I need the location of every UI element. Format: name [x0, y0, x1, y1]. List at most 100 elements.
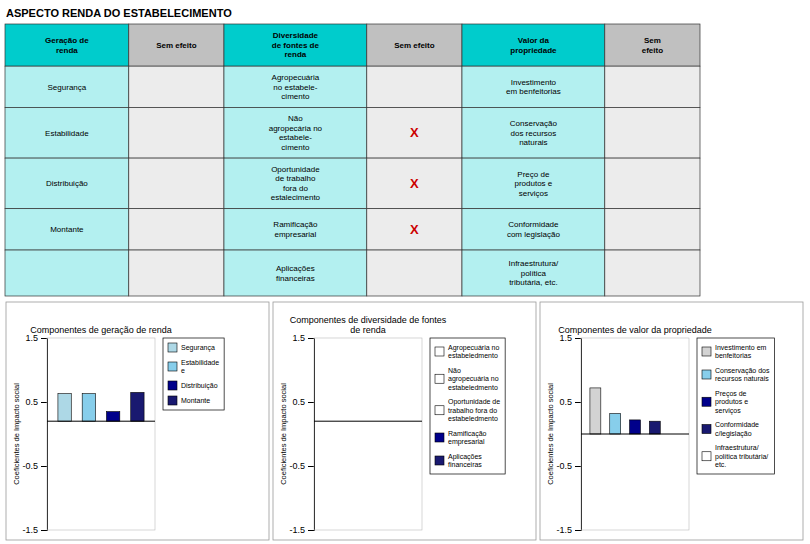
table-cell-text: Conservaçãodos recursosnaturais [510, 119, 558, 147]
table-cell [605, 108, 700, 159]
table-cell [129, 108, 224, 159]
legend-label: Investimento embenfeitorias [715, 344, 767, 360]
panel-frame [540, 302, 803, 540]
legend-swatch [702, 370, 711, 379]
y-tick: 0.5 [292, 397, 314, 407]
legend-label: Oportunidade detrabalho fora doestabeled… [448, 398, 500, 422]
legend-label: Agropecuária noestabeledmento [448, 344, 499, 360]
y-tick-mark [41, 402, 47, 403]
table-header-text: Geração derenda [45, 36, 89, 55]
legend-swatch [702, 397, 711, 406]
table-mark: X [410, 125, 419, 140]
y-tick-label: -0.5 [289, 461, 305, 471]
table-cell [224, 108, 367, 159]
legend-swatch [435, 406, 444, 415]
legend-swatch [168, 381, 177, 390]
y-axis: -1.5-0.50.51.5 [289, 333, 314, 535]
baseline [581, 434, 689, 435]
panel-frame [273, 302, 536, 540]
legend-label: Estabilidadee [181, 359, 219, 375]
table-cell [367, 250, 462, 296]
table-cell [605, 250, 700, 296]
y-tick-label: -1.5 [556, 525, 572, 535]
bar [630, 420, 641, 434]
table-cell [129, 250, 224, 296]
table-cell-text: Ramificaçãoempresarial [273, 220, 318, 239]
legend-label: Ramificaçãoempresarial [448, 430, 487, 447]
legend-swatch [435, 433, 444, 442]
table-cell [367, 108, 462, 159]
legend-frame [430, 338, 505, 474]
bar [610, 414, 621, 434]
table-cell-text: Infraestrutura/políticatributária, etc. [508, 259, 559, 287]
legend-label: Montante [181, 397, 210, 404]
table-header-cell [5, 24, 129, 66]
legend-swatch [168, 362, 177, 371]
table-cell [462, 108, 605, 159]
y-tick-mark [308, 466, 314, 467]
bar [82, 394, 95, 422]
y-tick-label: -1.5 [22, 525, 38, 535]
table-cell-text: Estabilidade [45, 129, 89, 138]
legend-swatch [435, 374, 444, 383]
bar [131, 392, 144, 421]
legend-swatch [702, 347, 711, 356]
table-header-cell [605, 24, 700, 66]
table-cell-text: Aplicaçõesfinanceiras [276, 264, 315, 283]
table-header-text: Valor dapropriedade [510, 36, 557, 55]
legend: Agropecuária noestabeledmentoNãoagropecu… [430, 338, 505, 474]
table-cell [5, 158, 129, 209]
table-cell [605, 66, 700, 107]
table-cell [5, 66, 129, 107]
bar [58, 394, 71, 422]
y-tick-mark [575, 402, 581, 403]
chart-title: Componentes de geração de renda [30, 325, 172, 335]
plot-area: -1.5-0.50.51.5 [22, 333, 155, 535]
chart-root: ASPECTO RENDA DO ESTABELECIMENTOGeração … [0, 0, 810, 544]
table-cell [5, 108, 129, 159]
y-tick-label: 0.5 [559, 397, 572, 407]
table-header-cell [367, 24, 462, 66]
y-axis-line [41, 339, 48, 531]
table-cell-text: Montante [50, 225, 84, 234]
table-cell [224, 66, 367, 107]
table-cell [5, 209, 129, 250]
bar [106, 412, 119, 422]
table-cell [129, 66, 224, 107]
y-tick-label: -0.5 [556, 461, 572, 471]
y-axis-title: Coeficientes de Impacto social [12, 383, 21, 485]
legend-swatch [702, 425, 711, 434]
table-cell [367, 158, 462, 209]
table-cell-text: Oportunidadede trabalhofora doestalecime… [271, 165, 321, 203]
legend-label: Conformidadec/legislação [715, 421, 759, 438]
table-cell-text: Investimentoem benfeitorias [506, 78, 561, 97]
y-tick-mark [41, 530, 47, 531]
table-cell-text: Preço deprodutos eserviços [514, 170, 552, 198]
y-tick-mark [308, 530, 314, 531]
table-header-cell [129, 24, 224, 66]
legend-label: Distribuição [181, 382, 218, 390]
y-tick: -1.5 [556, 525, 581, 535]
baseline [314, 421, 422, 422]
table-mark: X [410, 176, 419, 191]
y-tick-label: -0.5 [22, 461, 38, 471]
y-tick-mark [575, 530, 581, 531]
table-header-text: Sem efeito [394, 41, 435, 50]
y-tick: -0.5 [289, 461, 314, 471]
table-header-text: Sem efeito [156, 41, 197, 50]
plot-area: -1.5-0.50.51.5 [556, 333, 689, 535]
chart-panel: -1.5-0.50.51.5Componentes de diversidade… [273, 302, 536, 540]
table-cell-text: Agropecuáriano estabele-cimento [272, 73, 320, 101]
table-header-text: Semefeito [642, 36, 663, 55]
chart-title: Componentes de diversidade de fontesde r… [290, 315, 447, 335]
table: ASPECTO RENDA DO ESTABELECIMENTOGeração … [5, 7, 700, 296]
figure: ASPECTO RENDA DO ESTABELECIMENTOGeração … [0, 0, 810, 544]
legend-swatch [435, 456, 444, 465]
bar [649, 421, 660, 434]
y-axis-line [308, 339, 315, 531]
chart-title: Componentes de valor da propriedade [558, 325, 712, 335]
panel-frame [6, 302, 269, 540]
y-axis-title: Coeficientes de Impacto social [279, 383, 288, 485]
y-tick: -0.5 [22, 461, 47, 471]
table-cell [462, 209, 605, 250]
